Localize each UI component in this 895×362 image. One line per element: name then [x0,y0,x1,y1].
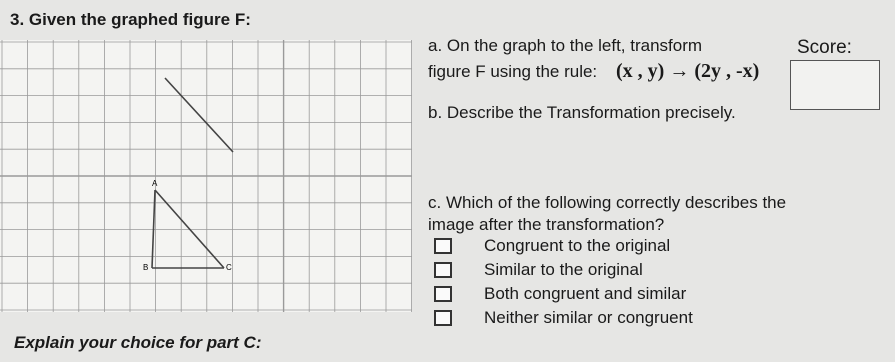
checkbox[interactable] [434,310,452,326]
option: Neither similar or congruent [484,308,693,327]
part-a: a. On the graph to the left, transform [428,36,703,55]
part-a: figure F using the rule: [428,62,598,81]
graph: A B C [0,40,412,312]
checkbox[interactable] [434,238,452,254]
option: Both congruent and similar [484,284,687,303]
checkbox[interactable] [434,262,452,278]
figure-f [151,77,234,269]
vertex-label: C [226,263,232,272]
option: Congruent to the original [484,236,671,255]
vertex-label: B [143,263,148,272]
explain-prompt: Explain your choice for part C: [14,333,262,352]
option: Similar to the original [484,260,643,279]
part-c: image after the transformation? [428,215,665,234]
checkbox[interactable] [434,286,452,302]
score-label: Score: [797,37,852,58]
part-b: b. Describe the Transformation precisely… [428,103,736,122]
score-box [790,60,880,110]
vertex-label: A [152,179,158,188]
part-c: c. Which of the following correctly desc… [428,193,787,212]
rule: (x , y) → (2y , -x) [616,60,760,82]
question-title: 3. Given the graphed figure F: [10,10,251,29]
